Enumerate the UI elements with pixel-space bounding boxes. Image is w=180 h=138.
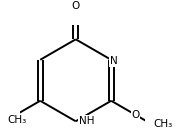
Text: CH₃: CH₃: [153, 119, 172, 129]
Text: O: O: [131, 110, 140, 120]
Text: NH: NH: [79, 116, 94, 126]
Text: N: N: [110, 56, 118, 66]
Text: O: O: [72, 2, 80, 11]
Text: CH₃: CH₃: [8, 115, 27, 125]
